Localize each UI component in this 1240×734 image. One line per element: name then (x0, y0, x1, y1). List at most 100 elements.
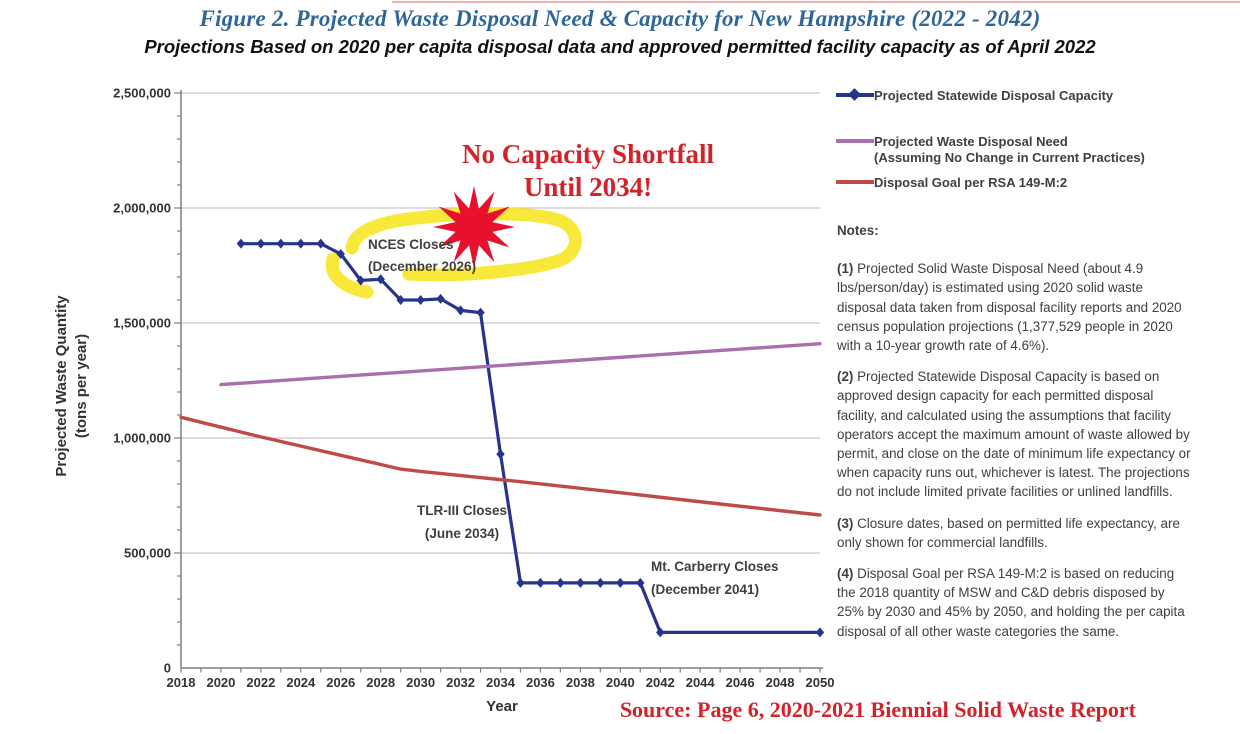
capacity-marker (416, 295, 425, 305)
legend-label-goal: Disposal Goal per RSA 149-M:2 (874, 175, 1067, 191)
headline-annotation: Until 2034! (524, 172, 652, 202)
note-number: (4) (837, 566, 854, 582)
capacity-marker (336, 249, 345, 259)
note-4: (4) Disposal Goal per RSA 149-M:2 is bas… (837, 564, 1191, 641)
highlight-dash (325, 252, 374, 299)
figure-title: Figure 2. Projected Waste Disposal Need … (199, 6, 1041, 31)
tlr-annotation: (June 2034) (425, 526, 499, 541)
legend-label-need: Projected Waste Disposal Need (Assuming N… (874, 134, 1145, 166)
legend-label-line: Projected Waste Disposal Need (874, 134, 1068, 149)
goal-line-sample-icon (836, 175, 874, 189)
notes-heading: Notes: (837, 223, 879, 238)
legend-label-line: Projected Statewide Disposal Capacity (874, 88, 1114, 103)
note-text: Projected Statewide Disposal Capacity is… (837, 369, 1191, 500)
headline-annotation: No Capacity Shortfall (462, 139, 714, 169)
y-tick-label: 500,000 (124, 546, 171, 561)
y-tick-label: 1,500,000 (113, 316, 171, 331)
y-axis-title: (tons per year) (73, 334, 90, 438)
capacity-marker (316, 238, 325, 249)
y-tick-label: 2,500,000 (113, 86, 171, 101)
capacity-marker (616, 577, 625, 588)
x-tick-label: 2042 (646, 675, 675, 690)
capacity-marker (256, 238, 266, 249)
x-tick-label: 2024 (286, 675, 316, 690)
x-tick-label: 2032 (446, 675, 475, 690)
capacity-marker (236, 238, 246, 249)
x-tick-label: 2040 (606, 675, 635, 690)
x-tick-label: 2036 (526, 675, 555, 690)
x-tick-label: 2050 (806, 675, 835, 690)
x-tick-label: 2020 (206, 675, 235, 690)
x-tick-label: 2034 (486, 675, 516, 690)
starburst-icon (433, 186, 515, 268)
capacity-marker (516, 577, 525, 588)
note-number: (2) (837, 369, 854, 385)
x-tick-label: 2022 (246, 675, 275, 690)
capacity-marker (815, 627, 825, 638)
note-number: (1) (837, 261, 854, 277)
tlr-annotation: TLR-III Closes (417, 503, 507, 518)
capacity-marker (296, 238, 306, 249)
x-tick-label: 2046 (726, 675, 755, 690)
legend-label-line: (Assuming No Change in Current Practices… (874, 150, 1145, 165)
capacity-marker (576, 577, 585, 588)
top-divider-line (392, 1, 1240, 3)
goal-line-swatch (836, 180, 874, 184)
carberry-annotation: Mt. Carberry Closes (651, 559, 779, 574)
note-text: Disposal Goal per RSA 149-M:2 is based o… (837, 566, 1185, 639)
legend-item-capacity: Projected Statewide Disposal Capacity (836, 88, 1231, 104)
capacity-marker (556, 577, 565, 588)
figure-subtitle: Projections Based on 2020 per capita dis… (144, 36, 1096, 57)
y-tick-label: 1,000,000 (113, 431, 171, 446)
capacity-marker (356, 275, 365, 286)
capacity-marker (536, 577, 545, 588)
legend-item-need: Projected Waste Disposal Need (Assuming N… (836, 134, 1231, 166)
capacity-marker (456, 305, 465, 316)
nces-annotation: NCES Closes (368, 237, 454, 252)
chart-header: Figure 2. Projected Waste Disposal Need … (0, 6, 1240, 58)
source-citation: Source: Page 6, 2020-2021 Biennial Solid… (619, 697, 1136, 722)
need-line-sample-icon (836, 134, 874, 148)
need-line (219, 342, 822, 387)
note-number: (3) (837, 515, 854, 531)
capacity-marker (596, 577, 605, 588)
note-2: (2) Projected Statewide Disposal Capacit… (837, 367, 1191, 501)
nces-annotation: (December 2026) (368, 259, 476, 274)
x-tick-label: 2044 (686, 675, 716, 690)
x-tick-label: 2048 (766, 675, 795, 690)
chart-legend: Projected Statewide Disposal Capacity Pro… (836, 88, 1231, 200)
capacity-marker (396, 295, 405, 305)
x-tick-label: 2030 (406, 675, 435, 690)
x-tick-label: 2018 (167, 675, 196, 690)
capacity-marker (436, 293, 445, 304)
goal-line (179, 415, 822, 517)
notes-panel: Notes: (1) Projected Solid Waste Disposa… (837, 221, 1191, 653)
capacity-line (239, 242, 822, 635)
legend-item-goal: Disposal Goal per RSA 149-M:2 (836, 175, 1231, 191)
note-text: Projected Solid Waste Disposal Need (abo… (837, 261, 1182, 354)
capacity-marker (496, 449, 505, 460)
waste-projection-plot: 0 500,000 1,000,000 1,500,000 2,000,000 2,500… (53, 86, 835, 716)
y-tick-label: 2,000,000 (113, 201, 171, 216)
x-tick-label: 2026 (326, 675, 355, 690)
capacity-marker (476, 307, 485, 318)
capacity-line-sample-icon (836, 88, 874, 102)
y-axis-title: Projected Waste Quantity (53, 295, 70, 477)
diamond-marker-icon (848, 88, 861, 101)
note-1: (1) Projected Solid Waste Disposal Need … (837, 259, 1191, 355)
capacity-marker (276, 238, 286, 249)
x-tick-label: 2028 (366, 675, 395, 690)
need-line-swatch (836, 139, 874, 143)
carberry-annotation: (December 2041) (651, 582, 759, 597)
capacity-marker (636, 577, 645, 588)
highlight-oval (345, 207, 582, 282)
legend-label-capacity: Projected Statewide Disposal Capacity (874, 88, 1113, 104)
note-3: (3) Closure dates, based on permitted li… (837, 514, 1191, 552)
y-tick-label: 0 (164, 661, 171, 676)
capacity-marker (656, 627, 665, 638)
capacity-marker (376, 274, 385, 285)
note-text: Closure dates, based on permitted life e… (837, 515, 1180, 550)
legend-label-line: Disposal Goal per RSA 149-M:2 (874, 175, 1068, 190)
x-tick-label: 2038 (566, 675, 595, 690)
